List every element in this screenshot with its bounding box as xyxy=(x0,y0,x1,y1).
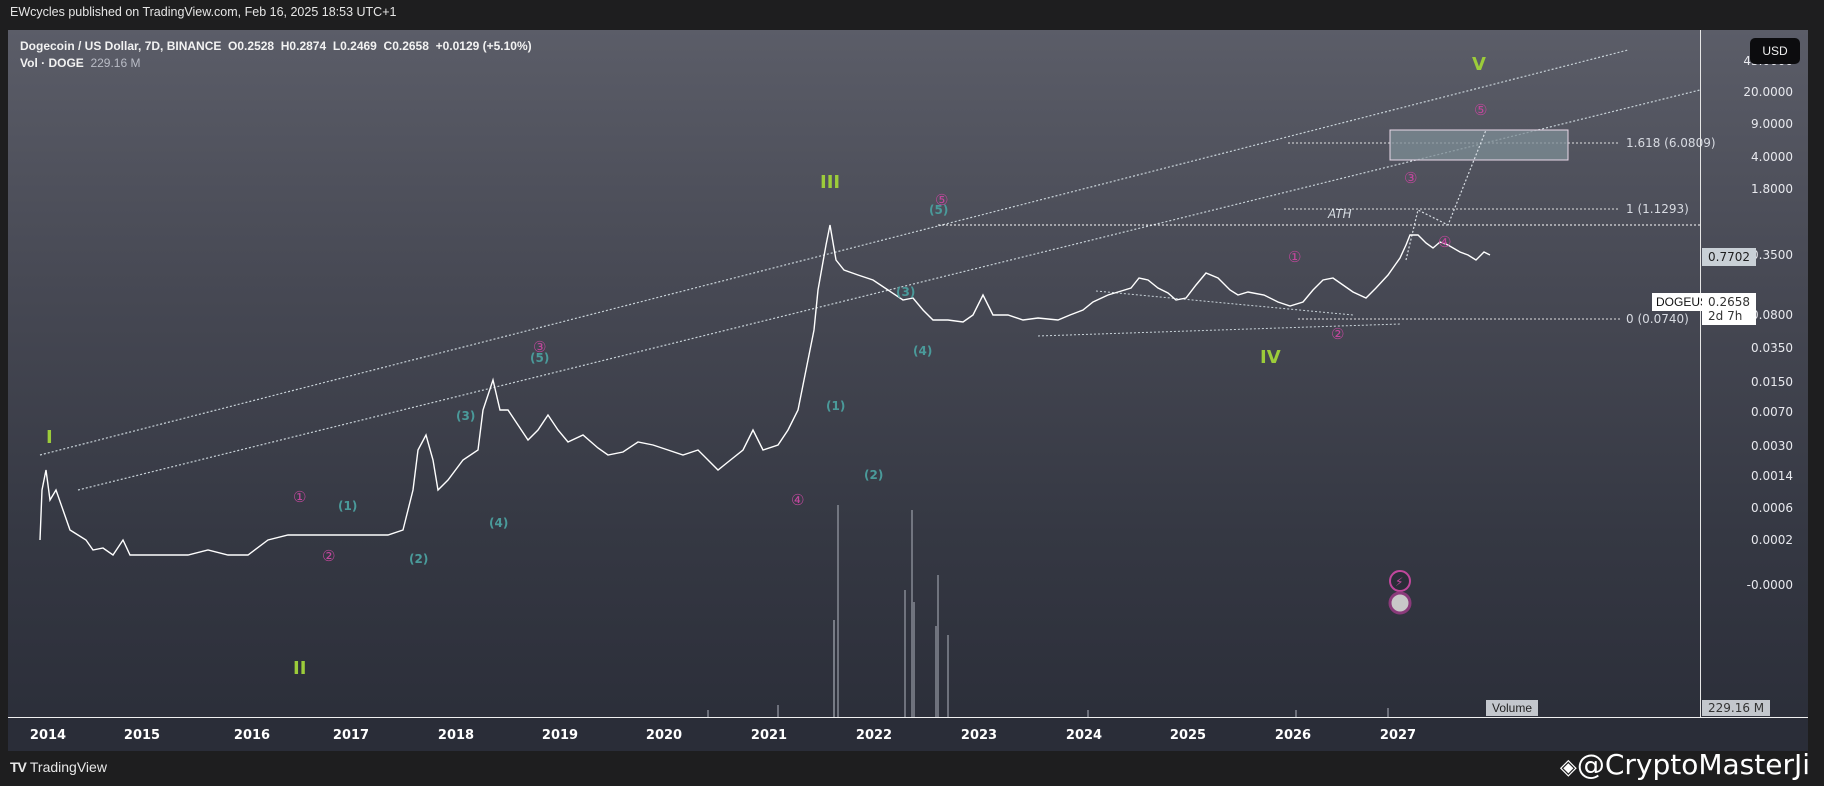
fib-1618-label: 1.618 (6.0809) xyxy=(1626,136,1716,150)
us-flag-event-icon xyxy=(1388,591,1412,615)
watermark: ◈@CryptoMasterJi xyxy=(1559,748,1810,781)
price-series xyxy=(39,224,1491,556)
svg-text:(2): (2) xyxy=(409,552,428,566)
svg-text:⑤: ⑤ xyxy=(935,191,948,209)
volume-indicator-value: 229.16 M xyxy=(90,56,141,70)
symbol-info: Dogecoin / US Dollar, 7D, BINANCE xyxy=(20,39,222,53)
svg-text:⚡: ⚡ xyxy=(1395,575,1403,589)
wave-III: III xyxy=(820,172,840,193)
chart-legend: Dogecoin / US Dollar, 7D, BINANCE O0.252… xyxy=(20,38,532,72)
volume-axis-value: 229.16 M xyxy=(1702,700,1771,716)
price-axis[interactable]: 45.0000 20.0000 9.0000 4.0000 1.8000 0.3… xyxy=(1700,30,1809,717)
fib-1-label: 1 (1.1293) xyxy=(1626,202,1689,216)
lightning-event-icon xyxy=(1389,570,1411,592)
minor-wave-labels: (1) (2) (3) (4) (5) (1) (2) (3) (4) (5) xyxy=(338,203,948,566)
svg-text:(5): (5) xyxy=(929,203,948,217)
svg-text:②: ② xyxy=(322,547,335,565)
wave-II: II xyxy=(293,658,306,679)
currency-button[interactable]: USD xyxy=(1750,38,1800,64)
price-chart-canvas: I II III IV V ① ② ③ ④ ⑤ ① ② ③ ④ ⑤ (1) (2… xyxy=(39,49,1700,717)
ohlc-high: H0.2874 xyxy=(280,39,327,53)
ath-label: ATH xyxy=(1327,207,1352,221)
ohlc-open: O0.2528 xyxy=(228,39,275,53)
svg-text:⑤: ⑤ xyxy=(1474,101,1487,119)
svg-text:①: ① xyxy=(293,488,306,506)
chart-area[interactable]: I II III IV V ① ② ③ ④ ⑤ ① ② ③ ④ ⑤ (1) (2… xyxy=(8,30,1809,751)
intermediate-wave-labels: ① ② ③ ④ ⑤ ① ② ③ ④ ⑤ xyxy=(293,101,1487,565)
publish-info: EWcycles published on TradingView.com, F… xyxy=(10,5,397,19)
tradingview-logo-icon: TV xyxy=(10,759,27,775)
channel-upper-line xyxy=(39,49,1629,456)
svg-text:③: ③ xyxy=(533,338,546,356)
volume-indicator-label: Vol · DOGE xyxy=(20,56,84,70)
current-price-tag: 0.2658 2d 7h xyxy=(1702,293,1756,325)
bar-countdown: 2d 7h xyxy=(1708,309,1743,323)
time-axis[interactable]: 2014 2015 2016 2017 2018 2019 2020 2021 … xyxy=(8,717,1808,751)
ath-price-tag: 0.7702 xyxy=(1702,248,1756,266)
price-change: +0.0129 (+5.10%) xyxy=(435,39,532,53)
fib-0-label: 0 (0.0740) xyxy=(1626,312,1689,326)
svg-text:(1): (1) xyxy=(826,399,845,413)
svg-text:①: ① xyxy=(1288,248,1301,266)
svg-text:④: ④ xyxy=(791,491,804,509)
svg-text:(4): (4) xyxy=(489,516,508,530)
binance-diamond-icon: ◈ xyxy=(1559,755,1577,780)
svg-text:(5): (5) xyxy=(530,351,549,365)
current-price: 0.2658 xyxy=(1708,295,1750,309)
wave-V: V xyxy=(1472,54,1486,75)
volume-axis-label: Volume xyxy=(1486,700,1539,716)
event-icons: ⚡ xyxy=(1388,570,1412,615)
wave-I: I xyxy=(46,427,53,448)
tradingview-logo[interactable]: TV TradingView xyxy=(10,759,107,775)
svg-text:②: ② xyxy=(1331,325,1344,343)
svg-text:(3): (3) xyxy=(896,285,915,299)
volume-bars xyxy=(707,505,1389,717)
ohlc-low: L0.2469 xyxy=(332,39,377,53)
svg-text:(3): (3) xyxy=(456,409,475,423)
target-zone-box xyxy=(1389,129,1569,161)
svg-text:(2): (2) xyxy=(864,468,883,482)
primary-wave-labels: I II III IV V xyxy=(46,54,1486,679)
svg-text:③: ③ xyxy=(1404,169,1417,187)
svg-text:(4): (4) xyxy=(913,344,932,358)
svg-text:(1): (1) xyxy=(338,499,357,513)
wave-IV: IV xyxy=(1260,347,1281,368)
svg-text:④: ④ xyxy=(1438,233,1451,251)
ohlc-close: C0.2658 xyxy=(383,39,429,53)
